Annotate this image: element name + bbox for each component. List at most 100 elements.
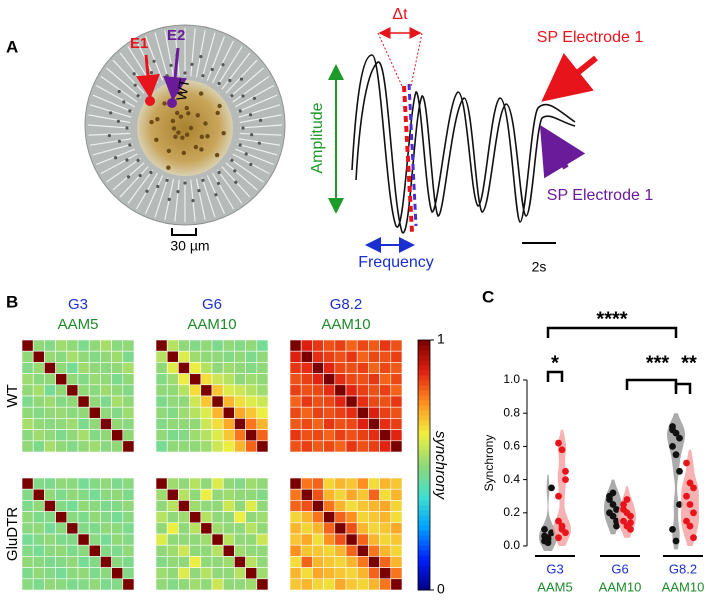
- heatmap-cell: [32, 339, 45, 352]
- row-label: GluDTR: [4, 507, 21, 561]
- mea-electrode: [128, 143, 132, 147]
- mea-trace: [164, 30, 175, 78]
- heatmap-cell: [111, 350, 124, 363]
- heatmap-cell: [356, 362, 369, 374]
- mea-electrode: [239, 77, 244, 81]
- heatmap-cell: [256, 533, 269, 546]
- heatmap-cell: [55, 477, 68, 490]
- heatmap-cell: [178, 477, 190, 490]
- heatmap-cell: [55, 544, 68, 557]
- heatmap-cell: [256, 362, 269, 374]
- mea-electrode: [125, 126, 129, 130]
- mea-electrode: [122, 100, 126, 104]
- heatmap-cell: [234, 511, 246, 524]
- heatmap-cell: [368, 418, 380, 430]
- heatmap-cell: [66, 373, 79, 386]
- mea-electrode: [156, 184, 160, 189]
- heatmap-cell: [55, 339, 68, 352]
- heatmap-cell: [323, 395, 336, 408]
- mea-electrode: [238, 109, 242, 113]
- heatmap-cell: [211, 440, 224, 453]
- heatmap-cell: [323, 418, 336, 430]
- heatmap-cell: [200, 384, 213, 397]
- heatmap-cell: [211, 395, 224, 408]
- delta-label: Δt: [392, 6, 408, 23]
- colorbar-segment: [418, 560, 430, 566]
- colorbar-segment: [418, 465, 430, 471]
- significance-label: *: [551, 352, 559, 374]
- heatmap-cell: [379, 578, 392, 591]
- heatmap-cell: [88, 522, 101, 535]
- heatmap-cell: [245, 556, 258, 568]
- heatmap-cell: [100, 440, 112, 453]
- heatmap-cell: [55, 429, 68, 442]
- mea-trace: [89, 104, 132, 118]
- mea-trace: [201, 177, 216, 218]
- heatmap-cell: [155, 440, 168, 453]
- heatmap-cell: [88, 440, 101, 453]
- organoid-cell: [198, 91, 204, 96]
- heatmap-cell: [100, 511, 112, 524]
- heatmap-cell: [32, 350, 45, 363]
- heatmap-cell: [256, 350, 269, 363]
- heatmap-cell: [200, 395, 213, 408]
- heatmap-cell: [178, 373, 190, 386]
- heatmap-cell: [368, 556, 380, 568]
- data-point: [627, 519, 634, 527]
- heatmap-cell: [55, 578, 68, 591]
- colorbar-segment: [418, 470, 430, 476]
- mea-trace: [232, 76, 270, 103]
- heatmap-cell: [178, 533, 190, 546]
- heatmap-cell: [323, 578, 336, 591]
- heatmap-cell: [32, 362, 45, 374]
- electrode-label: E1: [130, 35, 148, 52]
- heatmap-cell: [122, 373, 135, 386]
- heatmap-cell: [77, 339, 90, 352]
- heatmap-cell: [88, 384, 101, 397]
- heatmap-cell: [77, 395, 90, 408]
- heatmap-cell: [44, 500, 56, 512]
- heatmap-cell: [21, 339, 34, 352]
- heatmap-cell: [21, 488, 34, 501]
- heatmap-cell: [222, 544, 235, 557]
- trace: [351, 54, 576, 228]
- colorbar-segment: [418, 495, 430, 501]
- heatmap-cell: [390, 578, 403, 591]
- heatmap-cell: [200, 522, 213, 535]
- heatmap-cell: [345, 406, 358, 419]
- heatmap-cell: [368, 373, 380, 386]
- heatmap-cell: [166, 522, 179, 535]
- heatmap-cell: [345, 567, 358, 580]
- heatmap-cell: [312, 477, 324, 490]
- heatmap-cell: [88, 350, 101, 363]
- heatmap-cell: [100, 556, 112, 568]
- colorbar-segment: [418, 460, 430, 466]
- heatmap-cell: [234, 418, 246, 430]
- heatmap-cell: [245, 477, 258, 490]
- heatmap-cell: [345, 500, 358, 512]
- heatmap-cell: [44, 384, 56, 397]
- mea-trace: [229, 158, 264, 183]
- heatmap-cell: [44, 544, 56, 557]
- heatmap-cell: [21, 395, 34, 408]
- column-title: G8.2: [330, 296, 363, 313]
- colorbar-label: synchrony: [432, 431, 449, 501]
- heatmap-cell: [111, 339, 124, 352]
- heatmap-cell: [356, 500, 369, 512]
- heatmap-cell: [189, 522, 202, 535]
- colorbar-segment: [418, 390, 430, 396]
- heatmap-cell: [178, 522, 190, 535]
- heatmap-cell: [245, 429, 258, 442]
- heatmap-cell: [256, 567, 269, 580]
- heatmap-cell: [379, 500, 392, 512]
- heatmap-cell: [234, 406, 246, 419]
- colorbar-segment: [418, 440, 430, 446]
- heatmap-cell: [122, 511, 135, 524]
- heatmap-cell: [77, 477, 90, 490]
- heatmap-cell: [44, 339, 56, 352]
- heatmap-cell: [222, 533, 235, 546]
- data-point: [686, 479, 694, 487]
- heatmap-cell: [312, 440, 324, 453]
- colorbar-segment: [418, 345, 430, 351]
- colorbar-segment: [418, 395, 430, 401]
